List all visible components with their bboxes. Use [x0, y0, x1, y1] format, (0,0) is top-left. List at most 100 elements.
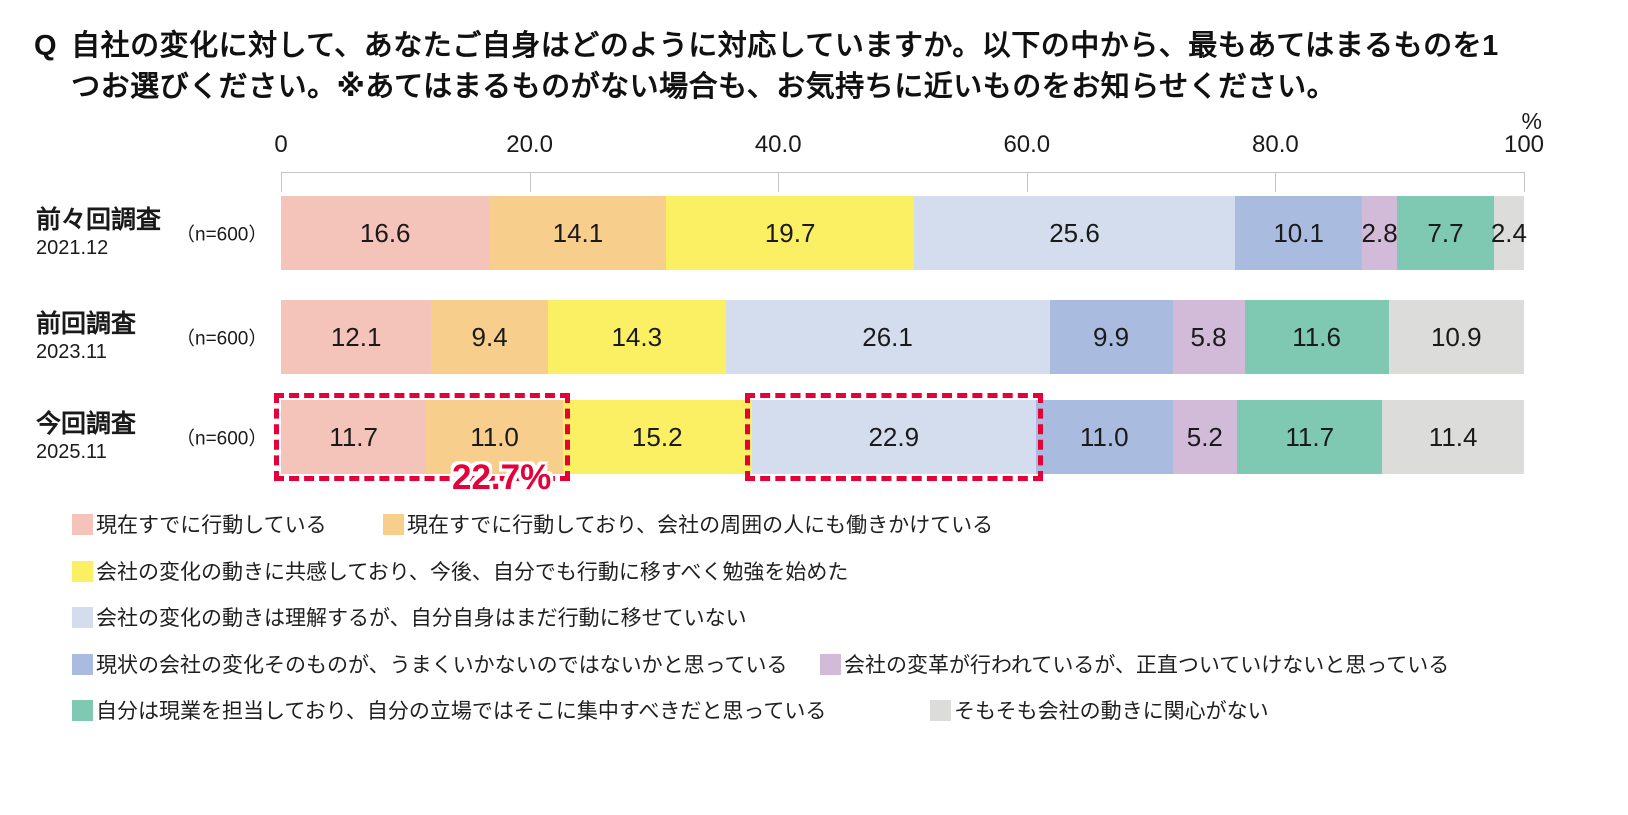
bar-segment: 10.9: [1388, 300, 1524, 374]
legend-item: そもそも会社の動きに関心がない: [930, 700, 1269, 723]
highlight-label: 22.7%: [452, 458, 552, 497]
legend-label: 現在すでに行動している: [96, 514, 327, 537]
bar-segment: 19.7: [666, 196, 914, 270]
sample-size-label: （n=600）: [176, 224, 268, 246]
legend-item: 会社の変革が行われているが、正直ついていけないと思っている: [820, 654, 1449, 677]
legend-item: 現在すでに行動しており、会社の周囲の人にも働きかけている: [383, 514, 993, 537]
legend-swatch: [72, 654, 93, 675]
stacked-bar-row: 12.1 9.4 14.3 26.1 9.9 5.8 11.6 10.9: [281, 300, 1524, 374]
segment-value: 11.4: [1428, 421, 1478, 452]
segment-value: 9.9: [1093, 321, 1130, 352]
legend-item: 会社の変化の動きは理解するが、自分自身はまだ行動に移せていない: [72, 607, 747, 630]
bar-segment: 14.1: [489, 196, 667, 270]
axis-tick-mark: [529, 172, 531, 192]
axis-tick-label: 0: [274, 131, 288, 158]
axis-line: [281, 172, 1524, 173]
bar-segment: 11.0: [1035, 400, 1173, 474]
survey-wave-name: 前回調査: [36, 309, 137, 338]
legend-item: 現状の会社の変化そのものが、うまくいかないのではないかと思っている: [72, 654, 788, 677]
legend-label: 現状の会社の変化そのものが、うまくいかないのではないかと思っている: [96, 654, 788, 677]
legend-swatch: [72, 514, 93, 535]
question-prefix: Q: [34, 30, 58, 62]
axis-tick-label: 60.0: [1003, 131, 1051, 158]
bar-segment: 11.4: [1382, 400, 1524, 474]
legend-swatch: [72, 561, 93, 582]
legend-item: 現在すでに行動している: [72, 514, 327, 537]
bar-segment: 2.4: [1490, 196, 1527, 270]
axis-tick-label: 80.0: [1252, 131, 1299, 158]
segment-value: 7.7: [1427, 217, 1464, 248]
sample-size-label: （n=600）: [176, 328, 268, 350]
percent-unit-label: %: [1521, 108, 1542, 134]
legend-label: 会社の変化の動きに共感しており、今後、自分でも行動に移すべく勉強を始めた: [96, 561, 849, 584]
row-label: 前回調査 2023.11: [36, 309, 136, 365]
legend-label: 会社の変革が行われているが、正直ついていけないと思っている: [844, 654, 1450, 677]
axis-tick-label: 100: [1503, 131, 1545, 158]
bar-segment: 5.2: [1172, 400, 1238, 474]
segment-value: 11.6: [1292, 321, 1341, 352]
segment-value: 11.7: [329, 421, 378, 452]
bar-segment: 22.9: [751, 400, 1036, 474]
legend-item: 会社の変化の動きに共感しており、今後、自分でも行動に移すべく勉強を始めた: [72, 561, 848, 584]
segment-value: 11.7: [1285, 421, 1335, 452]
stacked-bar-row: 11.7 11.0 15.2 22.9 11.0 5.2 11.7 11.4: [281, 400, 1524, 474]
bar-segment: 25.6: [913, 196, 1236, 270]
segment-value: 22.9: [868, 421, 920, 452]
chart-title: Q 自社の変化に対して、あなたご自身はどのように対応していますか。以下の中から、…: [34, 26, 1499, 108]
segment-value: 25.6: [1049, 217, 1100, 248]
segment-value: 11.0: [470, 421, 519, 452]
segment-value: 26.1: [862, 321, 913, 352]
legend-label: 現在すでに行動しており、会社の周囲の人にも働きかけている: [407, 514, 994, 537]
legend-swatch: [820, 654, 841, 675]
bar-segment: 9.9: [1049, 300, 1173, 374]
segment-value: 14.3: [611, 321, 663, 352]
survey-wave-name: 前々回調査: [36, 205, 162, 234]
axis-tick-mark: [1275, 172, 1277, 192]
segment-value: 2.8: [1361, 217, 1398, 248]
axis-tick-mark: [778, 172, 780, 192]
bar-segment: 11.7: [281, 400, 427, 474]
segment-value: 2.4: [1490, 217, 1527, 248]
bar-segment: 15.2: [562, 400, 752, 474]
question-text-line-2: つお選びください。※あてはまるものがない場合も、お気持ちに近いものをお知らせくだ…: [71, 71, 1337, 104]
survey-wave-date: 2021.12: [36, 237, 109, 260]
bar-segment: 5.8: [1172, 300, 1245, 374]
axis-tick-mark: [281, 172, 282, 192]
legend-swatch: [72, 607, 93, 628]
segment-value: 15.2: [631, 421, 683, 452]
segment-value: 11.0: [1079, 421, 1129, 452]
segment-value: 9.4: [471, 321, 508, 352]
bar-segment: 9.4: [431, 300, 548, 374]
survey-wave-name: 今回調査: [36, 409, 137, 438]
axis-tick-label: 40.0: [754, 131, 802, 158]
stacked-bar-row: 16.6 14.1 19.7 25.6 10.1 2.8 7.7 2.4: [281, 196, 1527, 270]
legend-label: そもそも会社の動きに関心がない: [954, 700, 1269, 723]
legend-label: 会社の変化の動きは理解するが、自分自身はまだ行動に移せていない: [96, 607, 747, 630]
segment-value: 5.2: [1186, 421, 1223, 452]
legend-swatch: [930, 700, 951, 721]
legend-item: 自分は現業を担当しており、自分の立場ではそこに集中すべきだと思っている: [72, 700, 826, 723]
bar-segment: 26.1: [725, 300, 1050, 374]
axis-tick-mark: [1524, 172, 1525, 192]
question-text-line-1: 自社の変化に対して、あなたご自身はどのように対応していますか。以下の中から、最も…: [71, 30, 1499, 62]
survey-wave-date: 2025.11: [36, 441, 107, 464]
row-label: 前々回調査 2021.12: [36, 205, 161, 261]
bar-segment: 11.0: [426, 400, 563, 474]
segment-value: 5.8: [1190, 321, 1227, 352]
segment-value: 16.6: [359, 217, 411, 248]
bar-segment: 10.1: [1235, 196, 1363, 270]
segment-value: 10.9: [1430, 321, 1482, 352]
question-text: 自社の変化に対して、あなたご自身はどのように対応していますか。以下の中から、最も…: [71, 26, 1499, 108]
bar-segment: 2.8: [1361, 196, 1398, 270]
sample-size-label: （n=600）: [176, 428, 268, 450]
legend-swatch: [72, 700, 93, 721]
bar-segment: 11.7: [1237, 400, 1383, 474]
bar-segment: 14.3: [547, 300, 726, 374]
legend-swatch: [383, 514, 404, 535]
bar-segment: 11.6: [1244, 300, 1389, 374]
bar-segment: 12.1: [281, 300, 432, 374]
bar-segment: 7.7: [1397, 196, 1494, 270]
bar-segment: 16.6: [281, 196, 490, 270]
segment-value: 10.1: [1273, 217, 1324, 248]
segment-value: 19.7: [764, 217, 816, 248]
